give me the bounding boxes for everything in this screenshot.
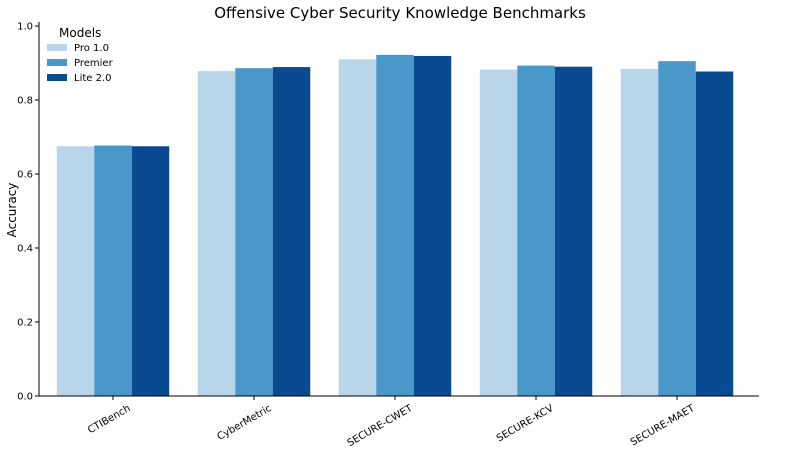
legend-entry: Premier	[74, 58, 114, 69]
bar-secure-maet-premier	[658, 61, 696, 397]
y-tick-label: 1.0	[17, 22, 33, 33]
legend-entry: Pro 1.0	[74, 43, 109, 54]
legend-swatch	[47, 74, 67, 81]
legend-swatch	[47, 59, 67, 66]
y-tick-label: 0.6	[17, 170, 33, 181]
legend-entry: Lite 2.0	[74, 73, 112, 84]
legend-title: Models	[59, 26, 101, 40]
bar-ctibench-pro-1-0	[56, 146, 95, 396]
bar-secure-maet-lite-2-0	[695, 71, 734, 396]
bar-ctibench-premier	[94, 145, 132, 396]
bar-cybermetric-pro-1-0	[197, 71, 236, 396]
y-axis-label: Accuracy	[5, 183, 19, 238]
bar-secure-cwet-pro-1-0	[338, 59, 377, 397]
y-tick-label: 0.8	[17, 96, 33, 107]
y-tick-label: 0.2	[17, 318, 33, 329]
plot-area: 0.0 0.2 0.4 0.6 0.8 1.0 CTIBench CyberMetric SEC…	[17, 22, 759, 450]
bar-cybermetric-lite-2-0	[272, 67, 311, 396]
bar-secure-kcv-premier	[517, 65, 555, 396]
legend: Models Pro 1.0 Premier Lite 2.0	[47, 26, 114, 84]
bar-ctibench-lite-2-0	[131, 146, 170, 396]
bar-secure-cwet-lite-2-0	[413, 55, 452, 396]
bar-secure-kcv-lite-2-0	[554, 66, 593, 396]
x-tick-label: SECURE-KCV	[495, 403, 556, 444]
y-tick-label: 0.4	[17, 244, 33, 255]
x-tick-label: CyberMetric	[216, 403, 274, 443]
bar-cybermetric-premier	[235, 68, 273, 397]
legend-swatch	[47, 44, 67, 51]
bar-secure-cwet-premier	[376, 54, 414, 397]
x-tick-label: SECURE-CWET	[346, 403, 416, 450]
y-tick-label: 0.0	[17, 392, 33, 403]
x-tick-label: CTIBench	[86, 403, 132, 436]
chart-title: Offensive Cyber Security Knowledge Bench…	[214, 4, 586, 22]
x-tick-label: SECURE-MAET	[629, 403, 697, 449]
bar-secure-maet-pro-1-0	[620, 68, 659, 397]
bar-secure-kcv-pro-1-0	[479, 69, 518, 396]
